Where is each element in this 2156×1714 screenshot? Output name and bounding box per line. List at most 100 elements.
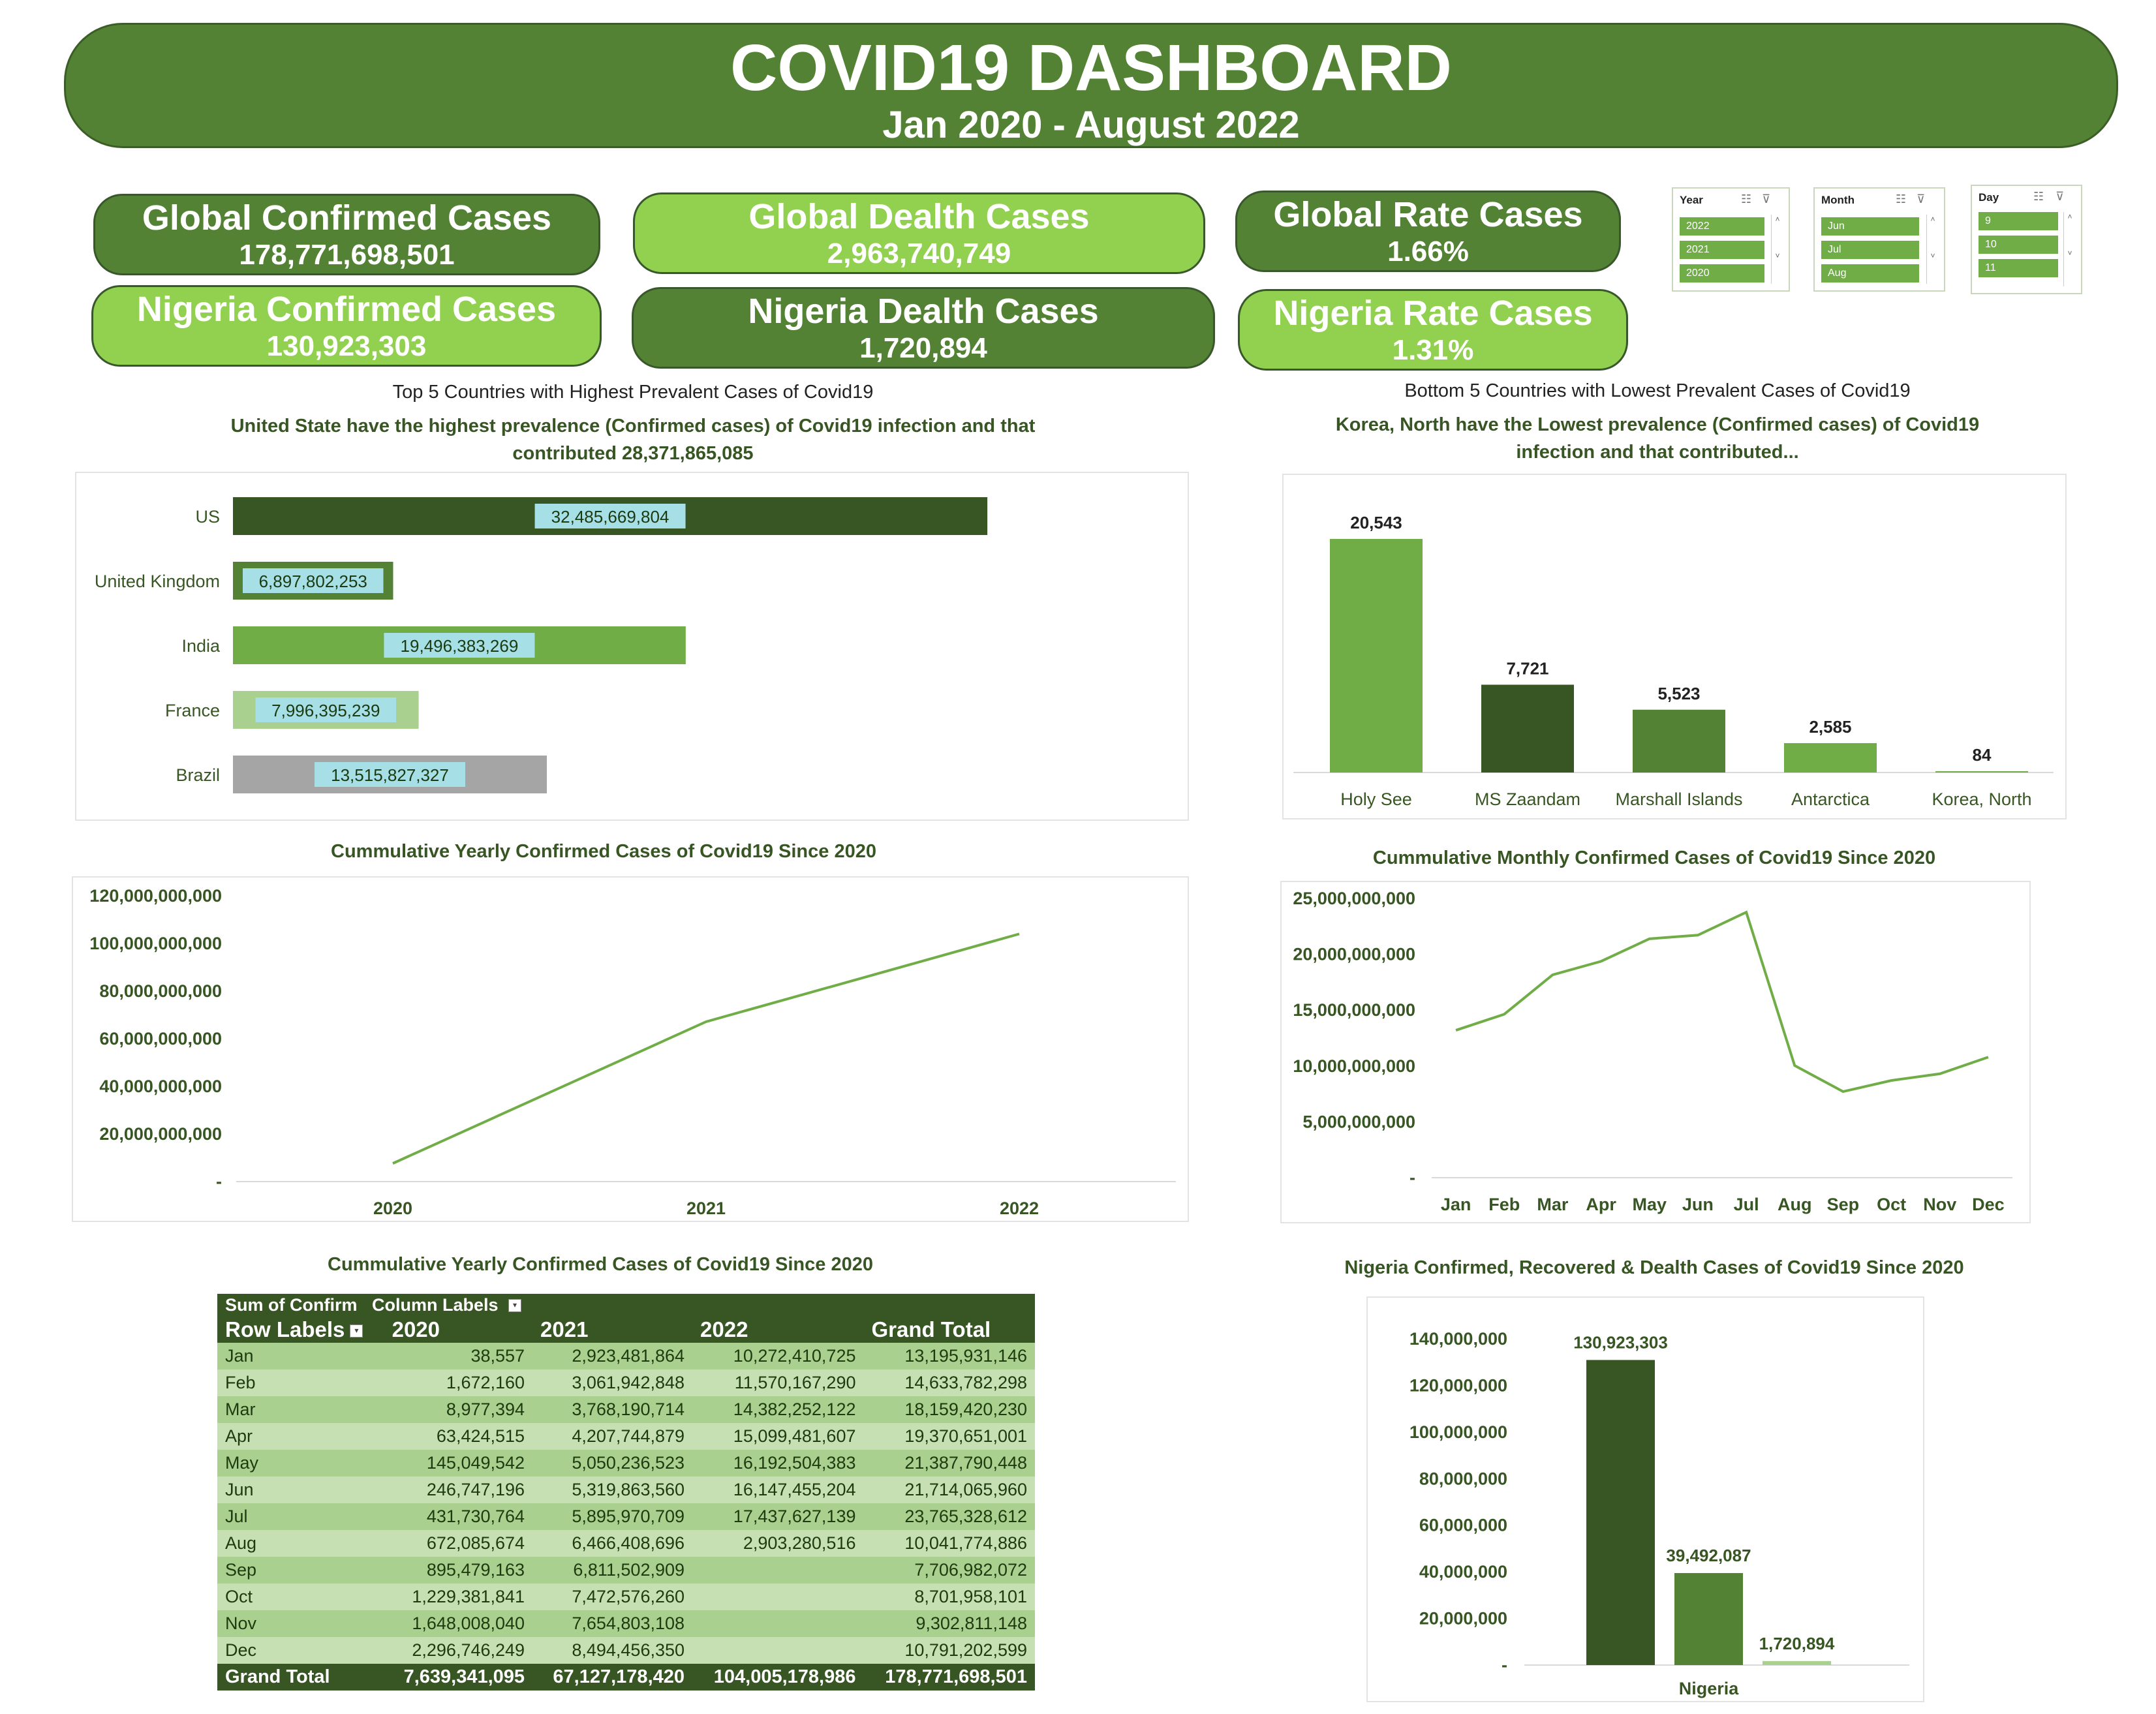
pivot-cell: 431,730,764 bbox=[384, 1503, 533, 1530]
data-label: 32,485,669,804 bbox=[551, 507, 670, 527]
pivot-cell: 5,895,970,709 bbox=[532, 1503, 693, 1530]
x-tick-label: Jul bbox=[1734, 1195, 1759, 1214]
pivot-cell: 19,370,651,001 bbox=[863, 1423, 1035, 1450]
kpi-value: 1.31% bbox=[1392, 333, 1474, 366]
bottom5-subtitle-line1: Korea, North have the Lowest prevalence … bbox=[1335, 414, 1980, 435]
y-tick-label: 15,000,000,000 bbox=[1293, 1000, 1415, 1020]
clear-filter-icon[interactable]: ⊽ bbox=[2056, 190, 2065, 203]
x-tick-label: 2021 bbox=[686, 1199, 726, 1218]
pivot-cell: 8,977,394 bbox=[384, 1396, 533, 1423]
pivot-cell: 1,672,160 bbox=[384, 1370, 533, 1396]
slicer-scrollbar[interactable]: ˄ ˅ bbox=[2063, 212, 2076, 286]
kpi-label: Global Rate Cases bbox=[1273, 194, 1583, 234]
month-slicer[interactable]: Month ☷ ⊽ Jun Jul Aug ˄ ˅ bbox=[1813, 187, 1945, 292]
pivot-row: May 145,049,542 5,050,236,523 16,192,504,38… bbox=[217, 1450, 1035, 1477]
pivot-cell: 13,195,931,146 bbox=[863, 1343, 1035, 1370]
pivot-cell: 895,479,163 bbox=[384, 1557, 533, 1584]
data-label: 84 bbox=[1973, 745, 1992, 765]
pivot-table: Sum of Confirm Column Labels ▾ Row Label… bbox=[217, 1294, 1035, 1691]
category-label: US bbox=[195, 507, 220, 527]
pivot-col-header: 2021 bbox=[532, 1316, 693, 1343]
clear-filter-icon[interactable]: ⊽ bbox=[1917, 192, 1926, 206]
pivot-row-label: Aug bbox=[217, 1530, 384, 1557]
y-tick-label: 80,000,000,000 bbox=[99, 981, 222, 1001]
pivot-cell: 1,229,381,841 bbox=[384, 1584, 533, 1610]
slicer-item[interactable]: 9 bbox=[1979, 212, 2058, 230]
category-label: Nigeria bbox=[1679, 1679, 1740, 1698]
category-label: France bbox=[165, 701, 220, 720]
slicer-item[interactable]: 2021 bbox=[1680, 241, 1764, 259]
pivot-row-label: Nov bbox=[217, 1610, 384, 1637]
slicer-item[interactable]: 11 bbox=[1979, 259, 2058, 277]
kpi-global-death: Global Dealth Cases 2,963,740,749 bbox=[633, 192, 1205, 274]
y-tick-label: 5,000,000,000 bbox=[1302, 1112, 1415, 1131]
y-tick-label: 40,000,000,000 bbox=[99, 1077, 222, 1096]
multi-select-icon[interactable]: ☷ bbox=[2033, 190, 2044, 203]
slicer-item[interactable]: 10 bbox=[1979, 236, 2058, 254]
pivot-col-header: Grand Total bbox=[863, 1316, 1035, 1343]
data-label: 130,923,303 bbox=[1573, 1332, 1668, 1352]
pivot-cell: 63,424,515 bbox=[384, 1423, 533, 1450]
pivot-cell bbox=[692, 1637, 864, 1664]
kpi-nigeria-confirmed: Nigeria Confirmed Cases 130,923,303 bbox=[91, 285, 602, 367]
dashboard-header: COVID19 DASHBOARD Jan 2020 - August 2022 bbox=[64, 23, 2118, 148]
pivot-row-labels-header: Row Labels ▾ bbox=[217, 1316, 384, 1343]
pivot-cell: 7,472,576,260 bbox=[532, 1584, 693, 1610]
yearly-line-chart: - 20,000,000,000 40,000,000,000 60,000,000,… bbox=[89, 886, 1176, 1218]
pivot-cell: 14,382,252,122 bbox=[692, 1396, 864, 1423]
slicer-item[interactable]: Aug bbox=[1821, 264, 1919, 283]
day-slicer[interactable]: Day ☷ ⊽ 9 10 11 ˄ ˅ bbox=[1971, 185, 2082, 294]
slicer-scrollbar[interactable]: ˄ ˅ bbox=[1771, 215, 1783, 284]
slicer-scrollbar[interactable]: ˄ ˅ bbox=[1926, 215, 1939, 284]
pivot-cell: 15,099,481,607 bbox=[692, 1423, 864, 1450]
row-filter-dropdown-icon[interactable]: ▾ bbox=[350, 1324, 363, 1338]
top5-subtitle-line2: contributed 28,371,865,085 bbox=[512, 443, 754, 464]
data-label: 7,996,395,239 bbox=[271, 701, 380, 720]
pivot-cell bbox=[692, 1584, 864, 1610]
bottom5-chart-box: 20,543 Holy See 7,721 MS Zaandam 5,523 Marsha… bbox=[1282, 474, 2067, 819]
pivot-measure-label: Sum of Confirm bbox=[225, 1294, 358, 1315]
kpi-nigeria-rate: Nigeria Rate Cases 1.31% bbox=[1238, 289, 1628, 371]
pivot-grand-total-label: Grand Total bbox=[217, 1664, 384, 1691]
pivot-row-label: May bbox=[217, 1450, 384, 1477]
multi-select-icon[interactable]: ☷ bbox=[1896, 192, 1907, 206]
y-tick-label: 10,000,000,000 bbox=[1293, 1056, 1415, 1076]
data-label-bg bbox=[242, 568, 384, 593]
multi-select-icon[interactable]: ☷ bbox=[1741, 192, 1752, 206]
column-filter-dropdown-icon[interactable]: ▾ bbox=[508, 1299, 522, 1313]
dashboard-title: COVID19 DASHBOARD bbox=[730, 31, 1452, 104]
slicer-item[interactable]: Jul bbox=[1821, 241, 1919, 259]
dashboard-subtitle: Jan 2020 - August 2022 bbox=[882, 104, 1300, 146]
slicer-item[interactable]: 2022 bbox=[1680, 217, 1764, 236]
x-tick-label: Mar bbox=[1537, 1195, 1569, 1214]
pivot-row: Nov 1,648,008,040 7,654,803,108 9,302,811,1… bbox=[217, 1610, 1035, 1637]
x-tick-label: Oct bbox=[1877, 1195, 1906, 1214]
pivot-cell bbox=[692, 1610, 864, 1637]
slicer-title: Day bbox=[1979, 191, 1999, 204]
pivot-cell: 8,494,456,350 bbox=[532, 1637, 693, 1664]
pivot-row-label: Feb bbox=[217, 1370, 384, 1396]
bottom5-subtitle-line2: infection and that contributed... bbox=[1516, 442, 1799, 463]
pivot-cell: 5,319,863,560 bbox=[532, 1477, 693, 1503]
x-tick-label: Feb bbox=[1488, 1195, 1520, 1214]
data-label-bg bbox=[255, 697, 397, 722]
nigeria-column-chart: - 20,000,000 40,000,000 60,000,000 80,000,00… bbox=[1409, 1329, 1909, 1698]
clear-filter-icon[interactable]: ⊽ bbox=[1762, 192, 1771, 206]
pivot-cell: 16,147,455,204 bbox=[692, 1477, 864, 1503]
kpi-value: 2,963,740,749 bbox=[827, 237, 1011, 269]
kpi-label: Nigeria Dealth Cases bbox=[748, 291, 1099, 331]
pivot-row-label: Sep bbox=[217, 1557, 384, 1584]
x-tick-label: Dec bbox=[1972, 1195, 2005, 1214]
data-label: 5,523 bbox=[1657, 684, 1700, 703]
year-slicer[interactable]: Year ☷ ⊽ 2022 2021 2020 ˄ ˅ bbox=[1672, 187, 1790, 292]
pivot-row: Jun 246,747,196 5,319,863,560 16,147,455,20… bbox=[217, 1477, 1035, 1503]
pivot-cell: 8,701,958,101 bbox=[863, 1584, 1035, 1610]
slicer-item[interactable]: 2020 bbox=[1680, 264, 1764, 283]
pivot-cell: 16,192,504,383 bbox=[692, 1450, 864, 1477]
monthly-chart-title: Cummulative Monthly Confirmed Cases of C… bbox=[1372, 848, 1936, 868]
top5-chart-box: US 32,485,669,804 United Kingdom 6,897,802,… bbox=[75, 472, 1189, 821]
bottom5-title: Bottom 5 Countries with Lowest Prevalent… bbox=[1404, 380, 1911, 401]
bar bbox=[1330, 539, 1423, 773]
slicer-item[interactable]: Jun bbox=[1821, 217, 1919, 236]
data-label: 6,897,802,253 bbox=[259, 572, 367, 591]
